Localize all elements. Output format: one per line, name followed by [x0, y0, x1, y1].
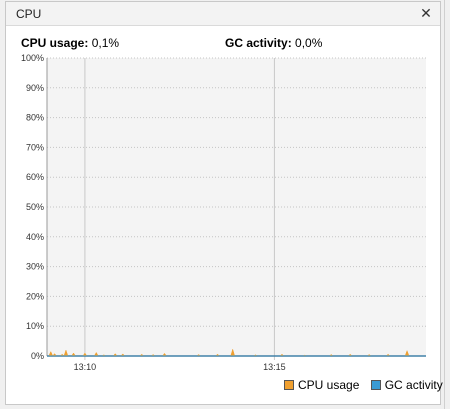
y-tick-label: 30%: [26, 262, 44, 272]
chart-legend: CPU usage GC activity: [276, 378, 443, 392]
y-tick-label: 40%: [26, 232, 44, 242]
close-icon[interactable]: ✕: [420, 5, 432, 21]
legend-item-cpu: CPU usage: [284, 378, 359, 392]
gc-activity-stat: GC activity: 0,0%: [225, 36, 322, 50]
x-tick-label: 13:15: [263, 362, 286, 372]
y-tick-label: 80%: [26, 113, 44, 123]
y-tick-label: 70%: [26, 142, 44, 152]
y-tick-label: 0%: [31, 351, 44, 361]
x-tick-label: 13:10: [74, 362, 97, 372]
gc-activity-label: GC activity:: [225, 36, 292, 50]
legend-item-gc: GC activity: [370, 378, 443, 392]
y-tick-label: 20%: [26, 291, 44, 301]
y-tick-label: 60%: [26, 172, 44, 182]
cpu-usage-value: 0,1%: [91, 36, 120, 50]
y-tick-label: 10%: [26, 321, 44, 331]
y-tick-label: 90%: [26, 83, 44, 93]
cpu-usage-stat: CPU usage: 0,1%: [21, 36, 119, 50]
legend-label-cpu: CPU usage: [298, 378, 360, 392]
legend-swatch-gc: [370, 380, 381, 390]
y-tick-label: 100%: [21, 53, 44, 63]
gc-activity-value: 0,0%: [295, 36, 323, 50]
legend-swatch-cpu: [284, 380, 294, 390]
window-edge: [444, 0, 450, 409]
panel-title: CPU: [16, 7, 42, 21]
y-tick-label: 50%: [26, 202, 44, 212]
panel-titlebar: CPU ✕: [6, 2, 440, 26]
legend-label-gc: GC activity: [384, 378, 443, 392]
cpu-usage-label: CPU usage:: [21, 36, 89, 50]
